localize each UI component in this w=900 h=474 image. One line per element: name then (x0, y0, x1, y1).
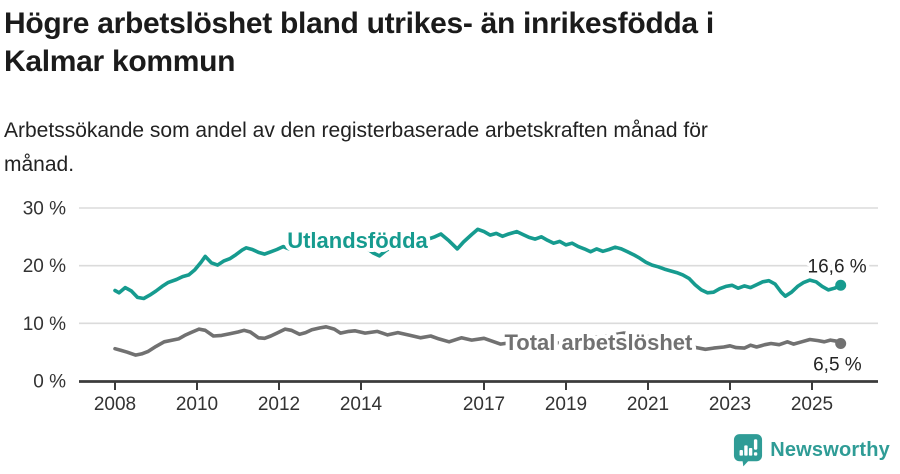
chart-subtitle: Arbetssökande som andel av den registerb… (4, 114, 708, 182)
x-axis-label-2014: 2014 (340, 394, 383, 415)
newsworthy-wordmark: Newsworthy (770, 438, 890, 461)
chart-subtitle-line-2: månad. (4, 153, 75, 176)
y-axis-label-0: 0 % (33, 372, 66, 393)
series-line-1 (113, 324, 843, 357)
y-axis-label-20: 20 % (23, 256, 66, 277)
series-label-1: Total arbetslöshet (504, 330, 693, 355)
y-axis-label-10: 10 % (23, 314, 66, 335)
chart-title-line-2: Kalmar kommun (4, 45, 236, 78)
series-label-0: Utlandsfödda (287, 228, 428, 253)
x-axis-label-2021: 2021 (627, 394, 669, 415)
chart-title-line-1: Högre arbetslöshet bland utrikes- än inr… (4, 7, 714, 40)
x-axis-label-2012: 2012 (258, 394, 300, 415)
series-end-dot-1 (835, 338, 847, 350)
newsworthy-logo: Newsworthy (733, 433, 890, 467)
chart-title: Högre arbetslöshet bland utrikes- än inr… (4, 5, 714, 81)
series-end-value-1: 6,5 % (813, 355, 862, 376)
x-axis-label-2010: 2010 (176, 394, 218, 415)
newsworthy-icon (734, 434, 763, 467)
y-axis-label-30: 30 % (23, 199, 66, 220)
x-axis-label-2008: 2008 (94, 394, 136, 415)
series-end-dot-0 (835, 279, 847, 291)
x-axis-label-2023: 2023 (709, 394, 751, 415)
series-end-value-0: 16,6 % (808, 256, 867, 277)
chart-subtitle-line-1: Arbetssökande som andel av den registerb… (4, 119, 708, 142)
x-axis-label-2017: 2017 (463, 394, 505, 415)
series-line-0 (113, 227, 843, 301)
x-axis-label-2025: 2025 (791, 394, 833, 415)
x-axis-label-2019: 2019 (545, 394, 587, 415)
